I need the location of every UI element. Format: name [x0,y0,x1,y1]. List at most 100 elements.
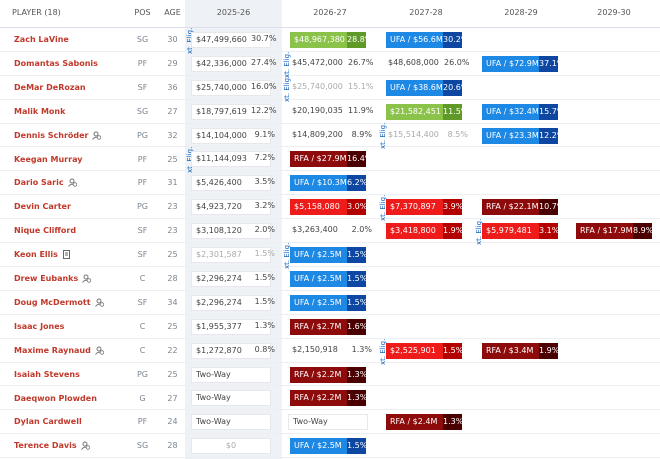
age: 25 [167,250,178,260]
player-name[interactable]: Drew Eubanks [14,274,79,283]
ufa-cell: UFA / $10.3M 6.2% [290,175,366,192]
cap-percent: 1.5% [254,249,275,259]
cap-percent: 1.5% [443,342,462,359]
position: SF [137,250,148,260]
faded-cell: $25,740,000 [288,80,368,96]
amount: UFA / $2.5M [294,297,342,307]
column-header[interactable]: 2029-30 [597,8,631,17]
age: 25 [167,321,178,331]
cap-percent: 1.3% [351,344,372,354]
amount: $18,797,619 [196,106,247,116]
amount: $45,472,000 [292,57,343,67]
age: 27 [167,106,178,116]
age: 25 [167,154,178,164]
amount: $2,296,274 [196,273,242,283]
position: PF [137,178,148,188]
column-header[interactable]: 2026-27 [313,8,347,17]
position: SF [137,297,148,307]
cap-percent: 12.2% [539,127,558,144]
column-header[interactable]: 2028-29 [504,8,538,17]
amount: UFA / $38.6M [390,82,443,92]
cap-percent: 28.8% [347,31,366,48]
amount: $21,582,451 [390,106,441,116]
amount: $15,514,400 [388,129,439,139]
plain-cell: $4,923,720 [191,199,271,216]
position: C [139,321,146,331]
status-icon [80,441,90,451]
rfa-cell: RFA / $2.7M 1.6% [290,318,366,335]
player-name[interactable]: Terence Davis [14,441,77,451]
player-name[interactable]: Daeqwon Plowden [14,393,97,403]
amount: UFA / $2.5M [294,273,342,283]
rfa-cell: RFA / $17.9M 8.9% [576,223,652,240]
rfa-cell: RFA / $2.2M 1.3% [290,390,366,407]
position: C [139,345,146,355]
cap-percent: 37.1% [539,55,558,72]
player-name[interactable]: Zach LaVine [14,35,69,44]
cap-percent: 27.4% [251,57,277,67]
amount: UFA / $32.4M [486,106,539,116]
amount: RFA / $27.9M [294,154,347,164]
player-row: Isaiah Stevens PG 25 Two-Way RFA / $2.2M 1.3% [0,363,660,387]
amount: UFA / $10.3M [294,178,347,188]
amount: Two-Way [196,369,231,379]
cap-percent: 1.5% [347,438,366,455]
cap-percent: 1.5% [254,272,275,282]
amount: $48,967,380 [294,34,345,44]
player-name[interactable]: Domantas Sabonis [14,58,98,68]
player-name[interactable]: Malik Monk [14,106,66,116]
plain-cell: $2,150,918 [288,343,368,359]
column-header[interactable]: 2025-26 [216,8,251,17]
cap-percent: 12.2% [251,105,277,115]
column-header[interactable]: 2027-28 [409,8,443,17]
ufa-cell: UFA / $2.5M 1.5% [290,294,366,311]
player-name[interactable]: Dario Saric [14,178,64,188]
age: 27 [167,393,178,403]
player-name[interactable]: Nique Clifford [14,226,77,236]
age: 25 [167,369,178,379]
position: SG [136,441,149,451]
player-name[interactable]: Dennis Schröder [14,130,89,140]
player-name[interactable]: Isaiah Stevens [14,369,80,379]
plain-cell: $48,608,000 [384,56,464,72]
amount: RFA / $2.4M [390,417,438,427]
cap-percent: 8.9% [351,129,372,139]
amount: $14,104,000 [196,130,247,140]
player-name[interactable]: Maxime Raynaud [14,345,91,355]
position: PF [137,417,148,427]
player-name[interactable]: Dylan Cardwell [14,417,82,427]
position: PF [137,58,148,68]
player-row: Zach LaVine SG 30 xt. Elig. $47,499,660 30.7%… [0,28,660,54]
player-row: Drew Eubanks C 28 $2,296,274 1.5% UFA / $2.5M… [0,267,660,291]
player-name[interactable]: Devin Carter [14,202,71,212]
plain-cell: $20,190,035 [288,104,368,120]
amount: UFA / $72.9M [486,58,539,68]
status-icon [82,274,92,283]
player-name[interactable]: Keon Ellis [14,250,58,260]
column-header[interactable]: PLAYER (18) [12,8,61,17]
amount: $4,923,720 [196,202,242,212]
player-row: DeMar DeRozan SF 36 $25,740,000 16.0% xt. Eli… [0,75,660,102]
player-name[interactable]: Doug McDermott [14,297,91,307]
amount: $1,272,870 [196,345,242,355]
cap-percent: 8.5% [447,129,468,139]
team-option-cell: $5,979,481 3.1% [482,223,558,240]
player-name[interactable]: Keegan Murray [14,154,83,164]
cap-percent: 7.2% [254,153,275,163]
age: 22 [167,345,178,355]
age: 34 [167,297,178,307]
position: SG [136,35,149,44]
player-name[interactable]: Isaac Jones [14,321,65,331]
status-icon [67,178,77,188]
rfa-cell: RFA / $2.2M 1.3% [290,366,366,383]
cap-percent: 1.5% [254,296,275,306]
plain-cell: $11,144,093 [191,151,271,168]
cap-percent: 3.5% [254,177,275,187]
cap-percent: 1.3% [443,414,462,431]
player-name[interactable]: DeMar DeRozan [14,82,86,92]
amount: UFA / $2.5M [294,250,342,260]
position: SF [137,226,148,236]
cap-percent: 3.9% [443,199,462,216]
